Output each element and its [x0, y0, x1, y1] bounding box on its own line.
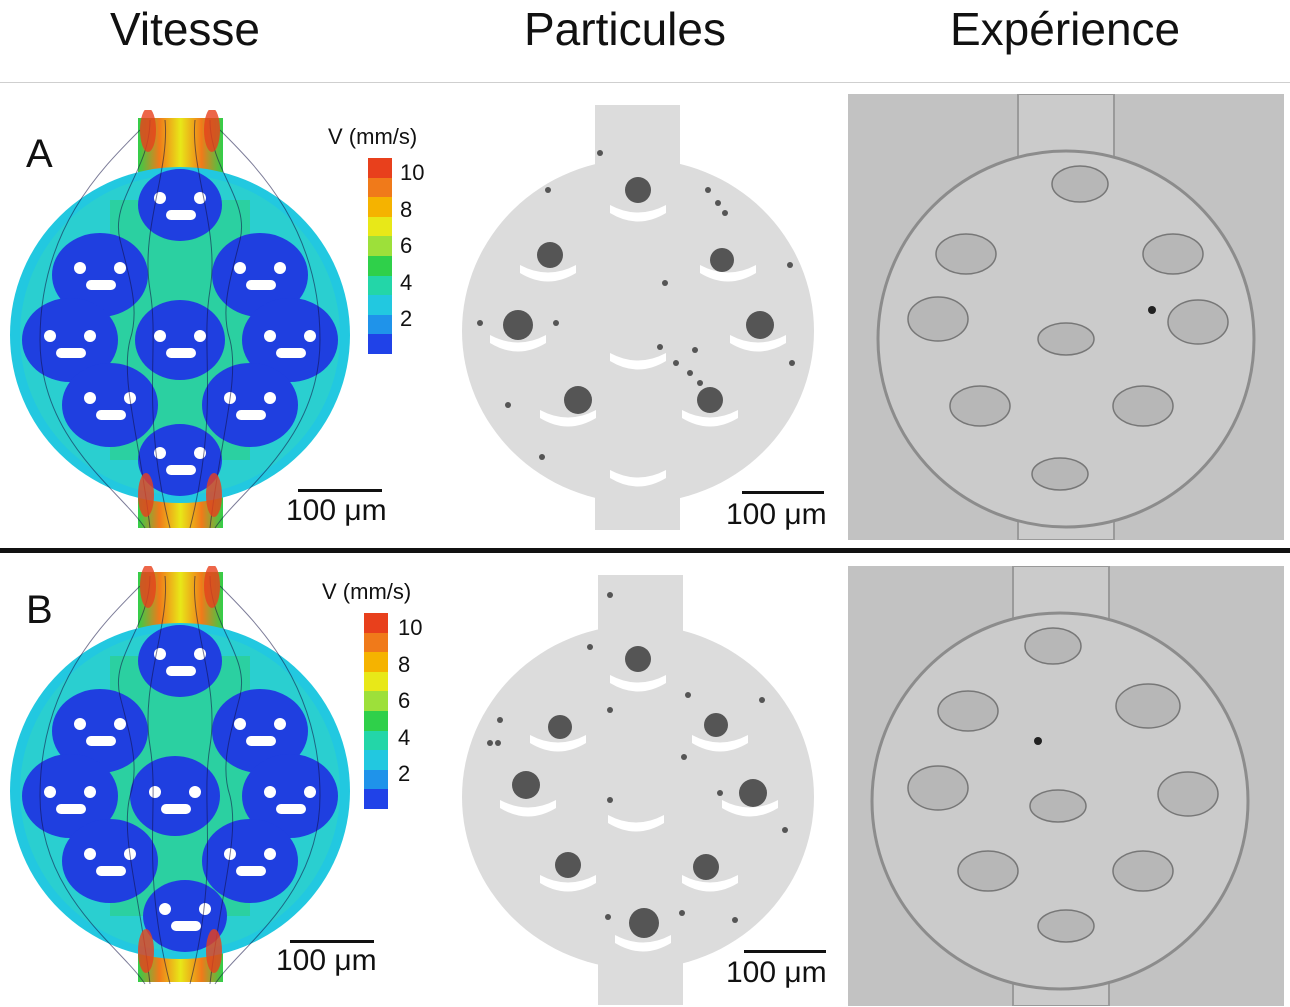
colorbar-segment	[368, 216, 392, 237]
colorbar-tick-label: 6	[400, 233, 413, 258]
column-title-experiment: Expérience	[950, 3, 1181, 55]
colorbar-segment	[364, 730, 388, 751]
colorbar-segment	[368, 256, 392, 277]
colorbar-b	[364, 613, 388, 810]
experiment-image-a	[848, 94, 1284, 540]
scale-bar-a-velocity	[298, 489, 382, 492]
scale-label-b-particles: 100 μm	[726, 956, 827, 989]
colorbar-tick-label: 10	[398, 615, 423, 640]
colorbar-segment	[368, 177, 392, 198]
velocity-unit-label-a: V (mm/s)	[328, 124, 418, 149]
scale-bar-b-particles	[744, 950, 826, 953]
colorbar-tick-label: 4	[398, 724, 411, 750]
colorbar-tick-label: 6	[398, 688, 411, 713]
colorbar-segment	[368, 334, 392, 355]
colorbar-segment	[368, 314, 392, 335]
row-divider	[0, 548, 1290, 553]
scale-label-a-velocity: 100 μm	[286, 494, 387, 527]
colorbar-segment	[368, 295, 392, 316]
colorbar-tick-label: 8	[398, 651, 411, 677]
particles-map-a	[462, 105, 814, 530]
colorbar-segment	[364, 652, 388, 673]
particles-map-b	[462, 575, 814, 1005]
scale-bar-a-particles	[742, 491, 824, 494]
colorbar-tick-label: 2	[398, 761, 411, 786]
colorbar-segment	[364, 671, 388, 692]
colorbar-segment	[364, 769, 388, 790]
colorbar-segment	[368, 158, 392, 179]
velocity-map-a	[10, 110, 350, 529]
column-title-particles: Particules	[524, 3, 726, 55]
colorbar-segment	[368, 236, 392, 257]
colorbar-tick-label: 10	[400, 160, 425, 185]
colorbar-a	[368, 158, 392, 355]
experiment-image-b	[848, 566, 1284, 1006]
colorbar-segment	[364, 632, 388, 653]
colorbar-segment	[364, 750, 388, 771]
colorbar-segment	[364, 711, 388, 732]
velocity-map-b	[10, 566, 350, 985]
colorbar-segment	[368, 275, 392, 296]
panel-label-a: A	[26, 132, 53, 176]
panel-label-b: B	[26, 588, 53, 632]
header-divider	[0, 82, 1290, 83]
scale-bar-b-velocity	[290, 940, 374, 943]
colorbar-tick-label: 2	[400, 306, 413, 331]
colorbar-segment	[364, 789, 388, 810]
colorbar-segment	[364, 613, 388, 634]
scale-label-b-velocity: 100 μm	[276, 944, 377, 977]
colorbar-tick-label: 4	[400, 269, 413, 295]
scale-label-a-particles: 100 μm	[726, 498, 827, 531]
colorbar-segment	[368, 197, 392, 218]
colorbar-tick-label: 8	[400, 196, 413, 222]
velocity-unit-label-b: V (mm/s)	[322, 579, 412, 604]
colorbar-segment	[364, 691, 388, 712]
column-title-velocity: Vitesse	[110, 3, 261, 55]
